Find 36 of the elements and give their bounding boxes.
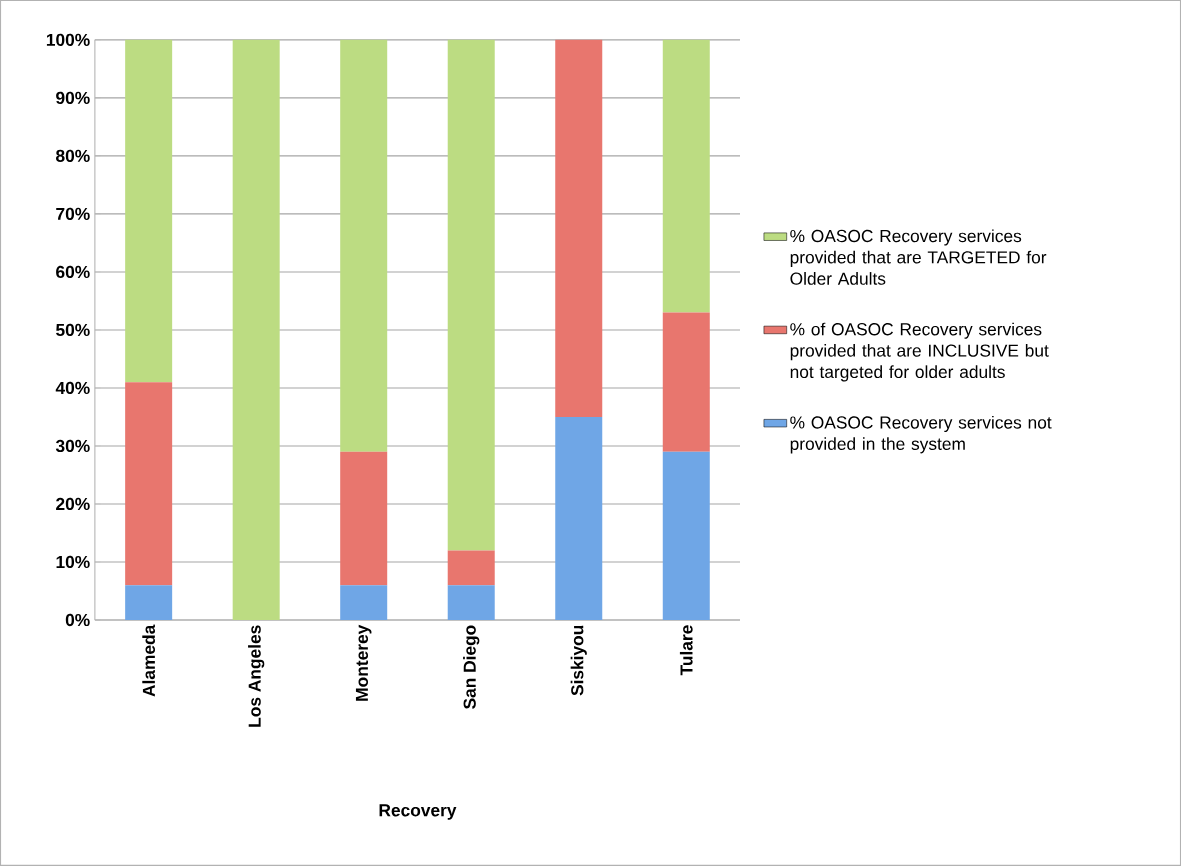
legend-label: % OASOC Recovery services not provided in the system	[790, 415, 1052, 454]
y-tick-label: 50%	[56, 323, 90, 337]
y-tick-label: 10%	[56, 555, 90, 569]
y-tick-label: 90%	[56, 91, 90, 105]
bar	[125, 382, 173, 586]
bar	[125, 39, 173, 383]
x-axis-title: Recovery	[379, 804, 457, 820]
bar	[555, 39, 603, 417]
bar	[340, 451, 388, 586]
bar	[555, 416, 603, 621]
y-tick-label: 40%	[55, 381, 90, 395]
bar	[447, 550, 495, 586]
y-tick-label: 60%	[56, 265, 90, 279]
bar	[125, 585, 173, 621]
x-tick-label: Tulare	[679, 625, 693, 676]
y-tick-label: 0%	[65, 613, 90, 627]
bar	[340, 39, 388, 452]
y-tick-label: 80%	[56, 149, 90, 163]
y-tick-label: 20%	[56, 497, 90, 511]
legend-label: % OASOC Recovery services provided that are TARGETED for Older Adults	[790, 229, 1047, 285]
x-tick-label: San Diego	[463, 625, 480, 710]
bar	[662, 39, 710, 313]
bar	[232, 39, 280, 621]
y-tick-label: 70%	[56, 207, 90, 221]
bar	[662, 451, 710, 621]
bar	[447, 585, 495, 621]
y-tick-label: 30%	[55, 439, 90, 453]
bar	[662, 312, 710, 452]
bar	[340, 585, 388, 621]
x-tick-label: Siskiyou	[570, 625, 587, 696]
bar	[447, 39, 495, 551]
x-tick-label: Monterey	[355, 624, 372, 701]
x-tick-label: Alameda	[142, 624, 156, 697]
x-tick-label: Los Angeles	[248, 625, 265, 727]
legend-label: % of OASOC Recovery services provided that are INCLUSIVE but not targeted for older adults	[790, 322, 1049, 382]
y-tick-label: 100%	[46, 33, 90, 47]
